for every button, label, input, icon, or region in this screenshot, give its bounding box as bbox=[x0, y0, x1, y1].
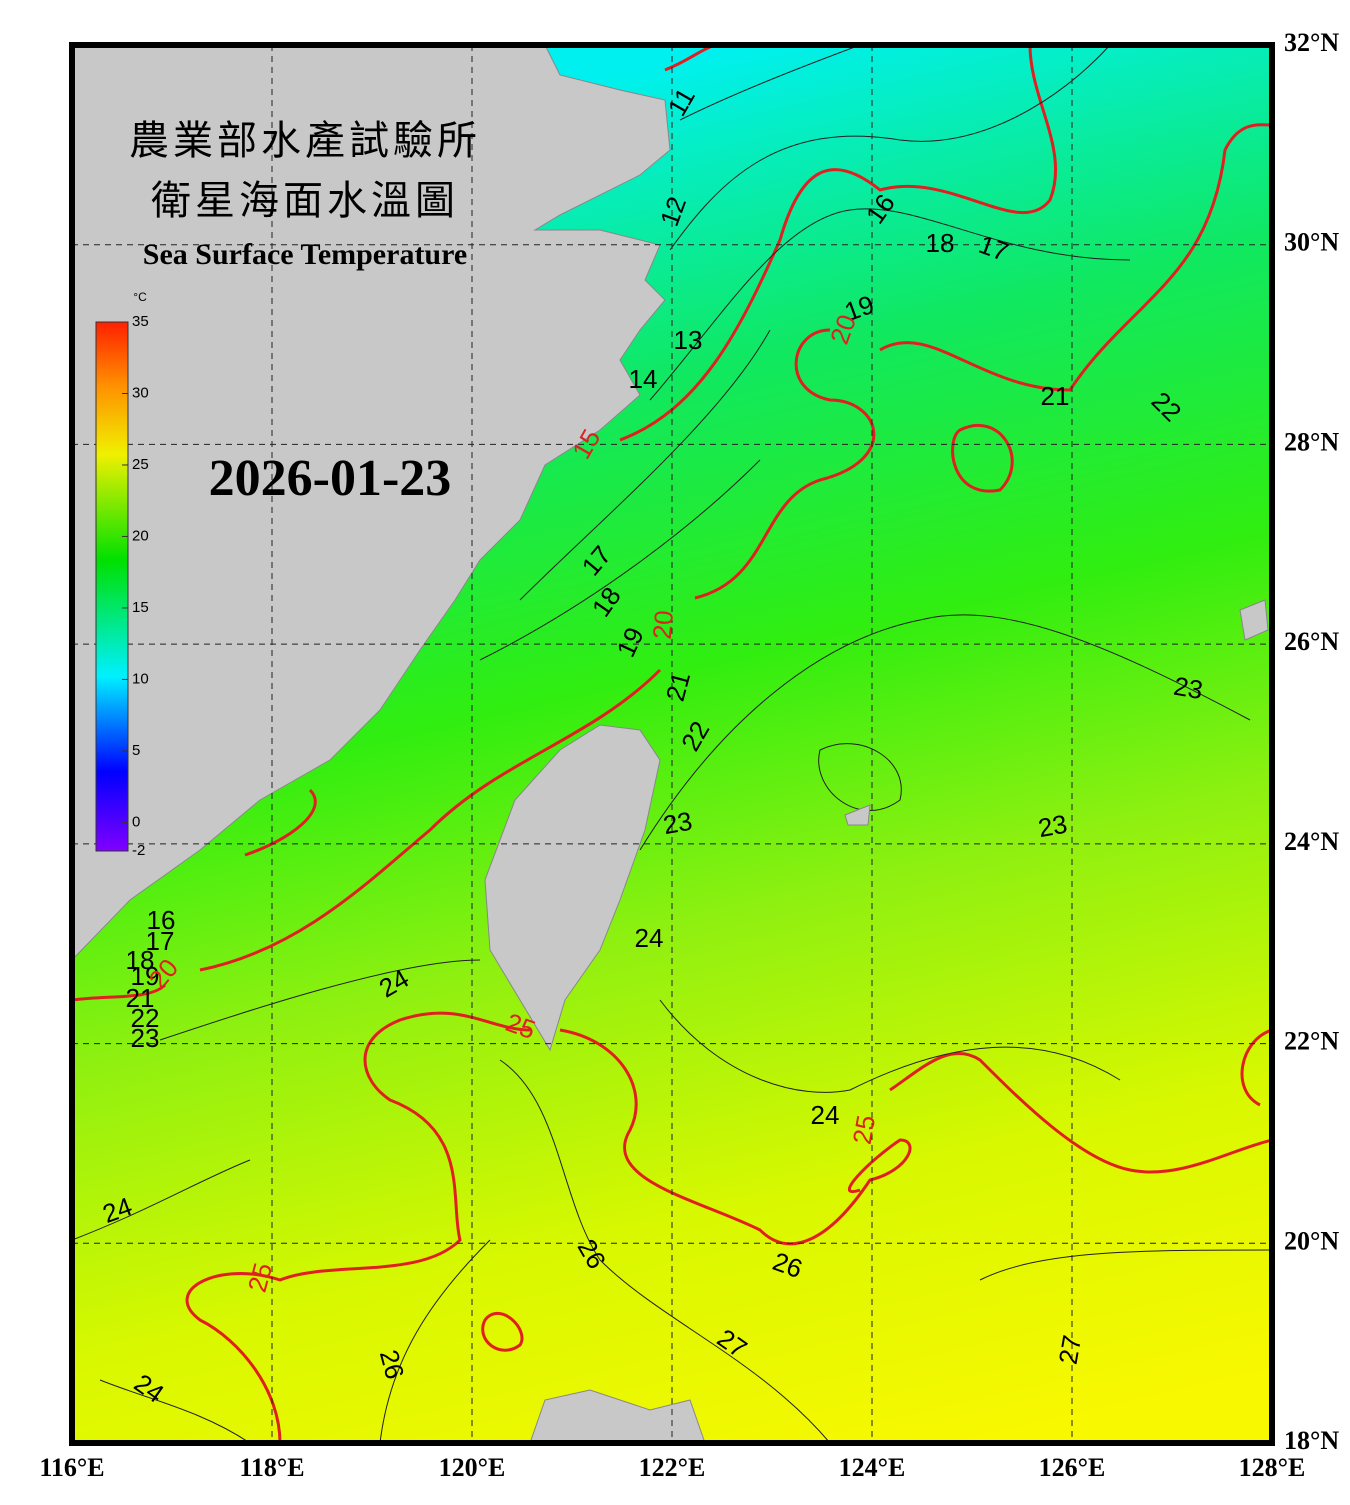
colorbar-tick-label: 15 bbox=[132, 599, 149, 616]
lat-label: 18°N bbox=[1284, 1426, 1339, 1455]
isotherm-label: 23 bbox=[131, 1023, 160, 1053]
isotherm-label: 24 bbox=[635, 923, 664, 953]
minor-isotherms bbox=[72, 45, 1272, 1443]
colorbar-ticks: 35 30 25 20 15 10 5 0 -2 bbox=[122, 313, 149, 859]
colorbar-tick-label: 35 bbox=[132, 313, 149, 330]
isotherm bbox=[1240, 1028, 1272, 1107]
colorbar-tick-label: 25 bbox=[132, 456, 149, 473]
lat-label: 26°N bbox=[1284, 627, 1339, 656]
taiwan bbox=[484, 724, 661, 1052]
isotherm-label: 14 bbox=[629, 364, 658, 394]
colorbar-unit: °C bbox=[133, 290, 147, 304]
colorbar bbox=[95, 321, 129, 852]
isotherm bbox=[499, 1059, 831, 1443]
date: 2026-01-23 bbox=[209, 450, 452, 507]
isotherm-label: 18 bbox=[126, 945, 155, 975]
lon-label: 128°E bbox=[1239, 1453, 1306, 1482]
isotherm bbox=[889, 1052, 1272, 1174]
isotherm bbox=[979, 1249, 1272, 1281]
isotherm bbox=[639, 614, 1251, 851]
isotherm bbox=[199, 668, 662, 972]
colorbar-tick-label: 0 bbox=[132, 813, 140, 830]
colorbar-tick-label: 10 bbox=[132, 670, 149, 687]
lon-label: 118°E bbox=[239, 1453, 304, 1482]
lat-label: 28°N bbox=[1284, 427, 1339, 456]
isotherm bbox=[72, 983, 167, 1002]
isotherm bbox=[679, 45, 861, 121]
title-zh: 農業部水產試驗所 bbox=[129, 118, 481, 163]
isotherm bbox=[244, 788, 317, 857]
isotherm-label: 21 bbox=[1041, 381, 1070, 411]
lon-label: 124°E bbox=[839, 1453, 906, 1482]
isotherm bbox=[519, 329, 771, 601]
land bbox=[72, 45, 1269, 1443]
luzon bbox=[529, 1389, 706, 1443]
isotherm bbox=[72, 1159, 251, 1241]
title-zh: 衛星海面水溫圖 bbox=[151, 178, 459, 223]
isotherm bbox=[619, 45, 1058, 442]
isotherm bbox=[694, 328, 876, 600]
isotherm bbox=[659, 999, 1121, 1093]
isotherm bbox=[951, 423, 1014, 493]
colorbar-tick-label: 30 bbox=[132, 384, 149, 401]
lat-label: 30°N bbox=[1284, 228, 1339, 257]
isotherm-label: 18 bbox=[926, 228, 955, 258]
isotherm-label: 23 bbox=[1036, 809, 1070, 844]
isotherm-label: 16 bbox=[147, 905, 176, 935]
lat-label: 22°N bbox=[1284, 1027, 1339, 1056]
coordinate-labels: 116°E 118°E 120°E 122°E 124°E 126°E 128°E18°N 2… bbox=[39, 28, 1339, 1482]
colorbar-tick-label: 20 bbox=[132, 527, 149, 544]
lon-label: 120°E bbox=[439, 1453, 506, 1482]
lon-label: 116°E bbox=[39, 1453, 104, 1482]
isotherm bbox=[185, 1011, 531, 1443]
major-isotherms bbox=[72, 45, 1272, 1443]
isotherm-label: 19 bbox=[131, 961, 160, 991]
isotherm bbox=[649, 208, 1131, 401]
mainland bbox=[72, 45, 671, 961]
map-frame bbox=[69, 42, 1275, 1446]
isotherm-label: 24 bbox=[811, 1100, 840, 1130]
island bbox=[844, 804, 871, 826]
isotherm bbox=[559, 1028, 912, 1246]
lat-label: 20°N bbox=[1284, 1226, 1339, 1255]
isotherm bbox=[879, 123, 1272, 392]
isotherm bbox=[818, 743, 902, 811]
major-isotherm-label: 20 bbox=[647, 609, 679, 640]
isotherm-label: 13 bbox=[674, 325, 703, 355]
isotherm-label: 21 bbox=[126, 983, 155, 1013]
colorbar-tick-label: -2 bbox=[132, 842, 145, 859]
island bbox=[1239, 599, 1269, 641]
isotherm bbox=[99, 1379, 251, 1443]
isotherm-label: 23 bbox=[1172, 671, 1206, 706]
graticule bbox=[72, 45, 1272, 1443]
isotherm bbox=[159, 959, 481, 1041]
lat-label: 32°N bbox=[1284, 28, 1339, 57]
isotherm-label: 23 bbox=[661, 806, 695, 841]
isotherm bbox=[481, 1311, 524, 1352]
isotherm-label: 27 bbox=[1053, 1333, 1088, 1367]
isotherm bbox=[479, 459, 761, 661]
isotherm-label: 22 bbox=[131, 1003, 160, 1033]
isotherm bbox=[669, 45, 1111, 251]
lat-label: 24°N bbox=[1284, 827, 1339, 856]
lon-label: 122°E bbox=[639, 1453, 706, 1482]
colorbar-tick-label: 5 bbox=[132, 742, 140, 759]
isotherm bbox=[379, 1239, 491, 1443]
major-isotherm-label: 25 bbox=[847, 1113, 882, 1147]
lon-label: 126°E bbox=[1039, 1453, 1106, 1482]
isotherm-label: 17 bbox=[146, 926, 175, 956]
title-en: Sea Surface Temperature bbox=[143, 238, 467, 271]
